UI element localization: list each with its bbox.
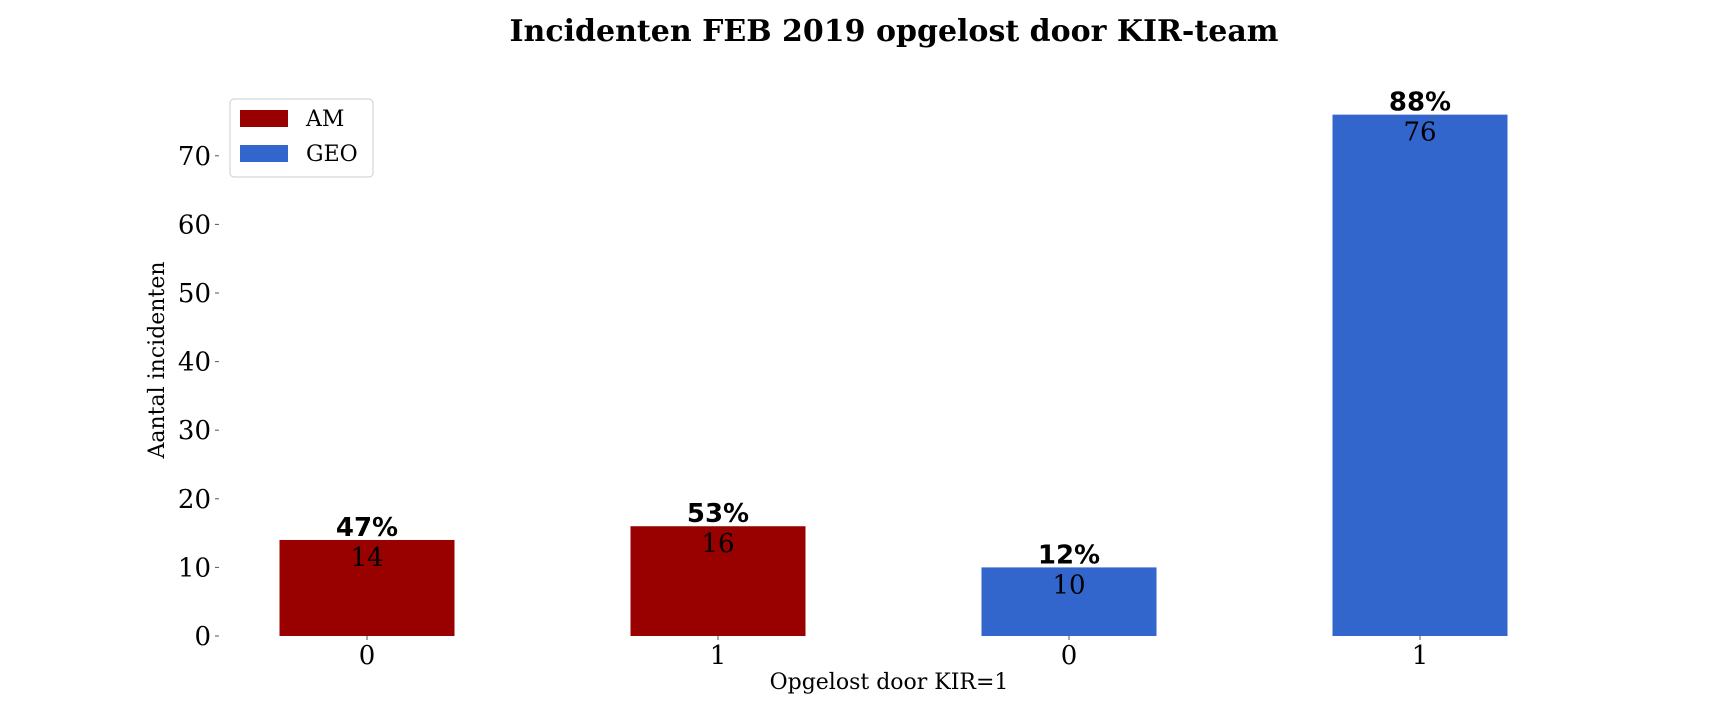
legend-swatch-geo [240,145,288,162]
y-axis: 0 10 20 30 40 50 60 70 [178,142,219,652]
legend-label-am: AM [305,107,344,132]
y-tick-label: 40 [178,348,211,378]
bar-geo-0 [981,567,1157,636]
x-tick-label: 0 [359,641,376,671]
bar-percent-label: 12% [1038,540,1100,570]
bar-geo-1 [1332,114,1508,636]
bar-percent-label: 53% [687,499,749,529]
y-tick-label: 60 [178,210,211,240]
legend: AM GEO [229,98,374,178]
x-tick-label: 1 [1412,641,1429,671]
x-axis: 0 1 0 1 [359,636,1429,671]
bar-value-label: 76 [1403,118,1436,148]
y-axis-label: Aantal incidenten [145,261,170,459]
y-tick-label: 50 [178,279,211,309]
y-tick-label: 30 [178,416,211,446]
legend-label-geo: GEO [306,142,358,167]
x-axis-label: Opgelost door KIR=1 [770,670,1009,695]
bar-value-label: 16 [701,529,734,559]
y-tick-label: 70 [178,142,211,172]
legend-swatch-am [240,110,288,127]
bar-value-label: 10 [1052,570,1085,600]
y-tick-label: 10 [178,553,211,583]
chart-title: Incidenten FEB 2019 opgelost door KIR-te… [510,14,1279,49]
bar-percent-label: 47% [336,513,398,543]
bar-value-label: 14 [350,543,383,573]
y-tick-label: 20 [178,485,211,515]
bars-group: 47%14 53%16 12%10 88%76 [279,88,1508,636]
x-tick-label: 0 [1061,641,1078,671]
bar-percent-label: 88% [1389,88,1451,118]
x-tick-label: 1 [710,641,727,671]
bar-am-0 [279,539,455,636]
bar-am-1 [630,526,806,636]
y-tick-label: 0 [194,622,211,652]
